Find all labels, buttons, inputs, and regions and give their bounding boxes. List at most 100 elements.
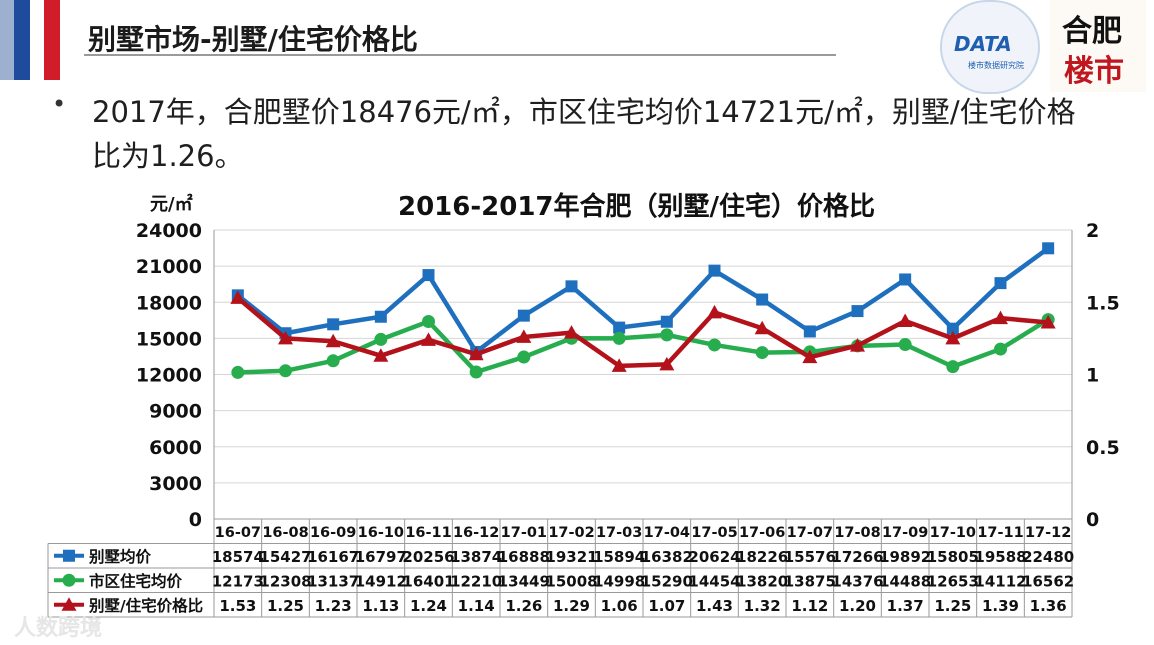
data-point-1-14 — [898, 338, 912, 352]
y-tick-7: 21000 — [136, 256, 202, 278]
x-tick-17-08: 17-08 — [834, 525, 880, 541]
data-label-2-1: 1.25 — [267, 597, 304, 615]
data-label-0-17: 22480 — [1022, 548, 1074, 566]
data-label-2-8: 1.06 — [601, 597, 638, 615]
data-label-2-16: 1.39 — [982, 597, 1019, 615]
data-point-0-15 — [946, 322, 959, 335]
data-point-2-7 — [564, 325, 579, 339]
data-label-1-7: 15008 — [545, 572, 597, 590]
data-label-1-1: 12308 — [259, 572, 311, 590]
y-tick-0: 0 — [189, 509, 202, 531]
x-tick-17-11: 17-11 — [977, 525, 1023, 541]
y-tick-5: 15000 — [136, 328, 202, 350]
kdata-logo: DATA 楼市数据研究院 — [940, 0, 1040, 94]
x-tick-16-12: 16-12 — [453, 525, 499, 541]
data-label-1-12: 13875 — [784, 572, 836, 590]
data-point-1-2 — [326, 354, 340, 368]
data-label-0-16: 19588 — [974, 548, 1026, 566]
data-point-1-16 — [994, 342, 1007, 356]
title-accent-bars — [0, 0, 60, 80]
y-tick-1: 3000 — [149, 473, 202, 495]
data-label-0-3: 16797 — [355, 548, 407, 566]
data-label-2-2: 1.23 — [315, 597, 352, 615]
y-tick-2: 6000 — [149, 437, 202, 459]
data-label-2-7: 1.29 — [553, 597, 590, 615]
data-label-1-8: 14998 — [593, 572, 645, 590]
data-point-0-17 — [1042, 242, 1055, 255]
y2-tick-0: 0 — [1086, 509, 1099, 531]
data-label-1-5: 12210 — [450, 572, 502, 590]
series-line-2 — [236, 296, 1049, 369]
legend-key-marker-2 — [61, 597, 77, 611]
data-label-0-2: 16167 — [307, 548, 359, 566]
data-label-0-15: 15805 — [927, 548, 979, 566]
data-point-0-11 — [756, 293, 769, 306]
data-point-0-9 — [660, 315, 673, 328]
data-label-0-12: 15576 — [784, 548, 836, 566]
data-point-0-7 — [565, 280, 578, 293]
x-tick-17-05: 17-05 — [691, 525, 737, 541]
data-label-2-12: 1.12 — [791, 597, 828, 615]
data-label-1-2: 13137 — [307, 572, 359, 590]
data-point-0-10 — [708, 264, 721, 277]
x-tick-17-07: 17-07 — [787, 525, 833, 541]
data-point-2-16 — [993, 310, 1008, 325]
y2-tick-1: 0.5 — [1086, 437, 1120, 459]
x-tick-16-10: 16-10 — [358, 525, 404, 541]
data-point-0-2 — [327, 318, 340, 331]
x-tick-17-02: 17-02 — [548, 525, 594, 541]
watermark: 人数跨境 — [14, 616, 103, 641]
data-point-0-12 — [803, 325, 816, 338]
data-label-1-6: 13449 — [498, 572, 550, 590]
data-label-1-9: 15290 — [641, 572, 693, 590]
data-label-2-13: 1.20 — [839, 597, 876, 615]
data-label-2-15: 1.25 — [934, 597, 971, 615]
data-point-1-6 — [517, 350, 531, 364]
data-label-1-15: 12653 — [927, 572, 979, 590]
data-point-2-9 — [659, 356, 675, 371]
data-point-1-4 — [422, 315, 435, 329]
kdata-logo-subtext: 楼市数据研究院 — [968, 61, 1024, 70]
y-tick-4: 12000 — [136, 365, 202, 387]
data-label-2-10: 1.43 — [696, 597, 733, 615]
kdata-logo-text: DATA — [954, 32, 1012, 56]
data-label-1-17: 16562 — [1022, 572, 1074, 590]
x-tick-16-08: 16-08 — [262, 525, 308, 541]
data-point-0-14 — [899, 273, 912, 286]
data-point-2-10 — [707, 304, 722, 319]
data-label-0-11: 18226 — [736, 548, 788, 566]
data-label-2-3: 1.13 — [362, 597, 399, 615]
data-label-2-11: 1.32 — [744, 597, 781, 615]
x-tick-16-11: 16-11 — [405, 525, 451, 541]
data-point-1-11 — [755, 346, 769, 360]
data-label-2-6: 1.26 — [505, 597, 542, 615]
data-point-1-5 — [469, 365, 483, 379]
x-tick-17-01: 17-01 — [501, 525, 547, 541]
data-label-1-10: 14454 — [688, 572, 740, 590]
data-point-0-8 — [613, 321, 626, 334]
logo-line-1: 合肥 — [1062, 14, 1122, 49]
y-axis-unit-label: 元/㎡ — [150, 194, 193, 215]
data-label-0-9: 16382 — [641, 548, 693, 566]
data-point-1-8 — [612, 331, 626, 345]
data-label-2-14: 1.37 — [887, 597, 924, 615]
data-point-0-6 — [517, 309, 530, 322]
data-point-1-0 — [231, 365, 245, 379]
data-label-0-7: 19321 — [545, 548, 597, 566]
legend-key-marker-0 — [63, 549, 75, 562]
data-label-1-4: 16401 — [402, 572, 454, 590]
x-tick-17-09: 17-09 — [882, 525, 928, 541]
y-tick-8: 24000 — [136, 220, 202, 242]
data-point-2-11 — [754, 320, 770, 335]
data-point-2-14 — [897, 313, 913, 328]
data-point-1-15 — [946, 360, 960, 374]
title-divider — [84, 54, 836, 56]
legend-key-marker-1 — [62, 573, 76, 587]
x-tick-17-06: 17-06 — [739, 525, 785, 541]
y-tick-6: 18000 — [136, 292, 202, 314]
data-point-2-15 — [945, 330, 961, 345]
data-point-0-3 — [374, 310, 387, 323]
data-label-0-4: 20256 — [402, 548, 454, 566]
x-tick-17-03: 17-03 — [596, 525, 642, 541]
